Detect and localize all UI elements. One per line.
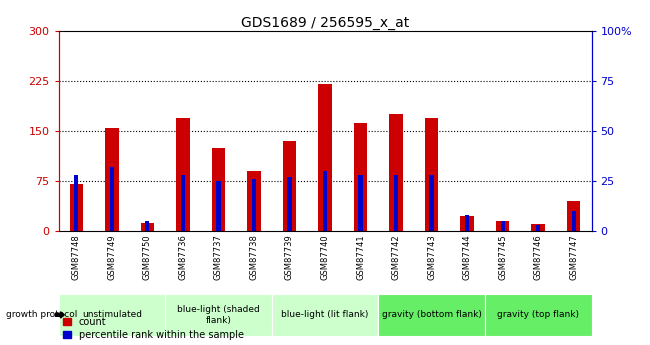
Text: GSM87749: GSM87749 [107, 234, 116, 280]
Bar [105, 128, 118, 231]
Legend: count, percentile rank within the sample: count, percentile rank within the sample [63, 317, 244, 340]
Bar [567, 201, 580, 231]
Bar [536, 225, 540, 231]
Text: GSM87736: GSM87736 [178, 234, 187, 280]
Bar [287, 177, 292, 231]
Bar [378, 294, 485, 336]
Bar [394, 175, 398, 231]
Bar [430, 175, 434, 231]
Text: unstimulated: unstimulated [82, 310, 142, 319]
Bar [216, 181, 220, 231]
Bar [496, 221, 510, 231]
Text: gravity (bottom flank): gravity (bottom flank) [382, 310, 482, 319]
Text: GSM87745: GSM87745 [498, 234, 507, 280]
Bar [485, 294, 592, 336]
Bar [389, 114, 403, 231]
Text: GSM87737: GSM87737 [214, 234, 223, 280]
Bar [70, 184, 83, 231]
Text: GSM87740: GSM87740 [320, 234, 330, 280]
Bar [145, 221, 150, 231]
Bar [110, 167, 114, 231]
Bar [532, 224, 545, 231]
Bar [140, 223, 154, 231]
Text: GSM87746: GSM87746 [534, 234, 543, 280]
Bar [181, 175, 185, 231]
Text: GSM87741: GSM87741 [356, 234, 365, 280]
Text: GSM87739: GSM87739 [285, 234, 294, 280]
Bar [252, 179, 256, 231]
Bar [74, 175, 79, 231]
Bar [500, 221, 505, 231]
Text: blue-light (shaded
flank): blue-light (shaded flank) [177, 305, 260, 325]
Text: GSM87744: GSM87744 [463, 234, 472, 280]
Bar [460, 216, 474, 231]
Bar [212, 148, 225, 231]
Bar [165, 294, 272, 336]
Text: blue-light (lit flank): blue-light (lit flank) [281, 310, 369, 319]
Text: GSM87747: GSM87747 [569, 234, 578, 280]
Bar [247, 171, 261, 231]
Bar [354, 123, 367, 231]
Text: GSM87750: GSM87750 [143, 234, 152, 280]
Bar [318, 85, 332, 231]
Bar [425, 118, 438, 231]
Text: GSM87743: GSM87743 [427, 234, 436, 280]
Bar [465, 215, 469, 231]
Text: GSM87738: GSM87738 [250, 234, 259, 280]
Bar [571, 211, 576, 231]
Bar [58, 294, 165, 336]
Bar [283, 141, 296, 231]
Text: GSM87748: GSM87748 [72, 234, 81, 280]
Text: growth protocol: growth protocol [6, 310, 78, 319]
Bar [176, 118, 190, 231]
Text: gravity (top flank): gravity (top flank) [497, 310, 579, 319]
Bar [323, 171, 327, 231]
Text: GSM87742: GSM87742 [391, 234, 400, 280]
Title: GDS1689 / 256595_x_at: GDS1689 / 256595_x_at [241, 16, 409, 30]
Bar [272, 294, 378, 336]
Bar [358, 175, 363, 231]
